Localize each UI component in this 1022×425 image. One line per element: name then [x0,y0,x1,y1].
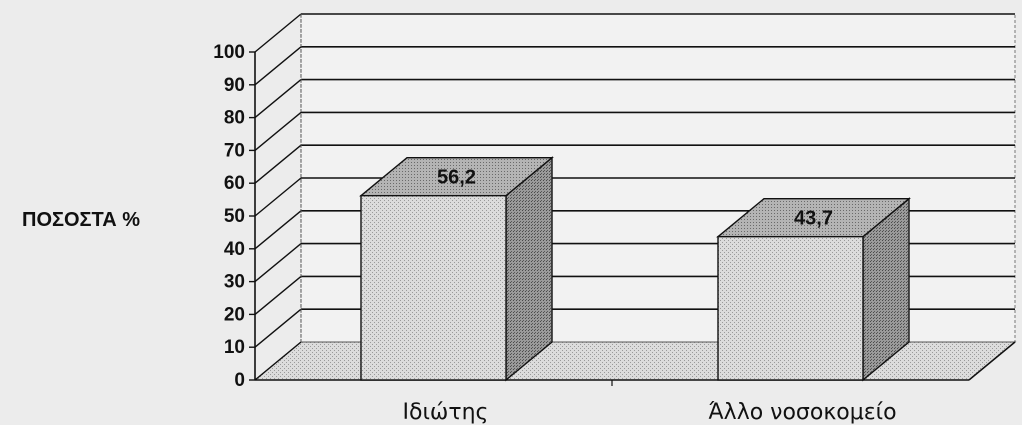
bar-side [505,156,553,382]
y-tick-label: 40 [224,239,245,260]
gridline-depth [254,79,302,119]
x-category-label: Άλλο νοσοκομείο [708,400,896,425]
gridline-depth [254,275,302,315]
gridline-depth [254,177,302,217]
y-axis-label: ΠΟΣΟΣΤΑ % [22,209,140,231]
gridline-depth [254,46,302,86]
y-tick-label: 10 [224,337,245,358]
y-tick-label: 90 [224,75,245,96]
gridline-depth [254,243,302,283]
bar-value-label: 56,2 [437,167,476,189]
y-tick-label: 20 [224,304,245,325]
gridline-depth [254,341,302,381]
x-axis-depth-line [968,341,1016,381]
bar-1 [716,197,911,382]
y-tick-label: 70 [224,140,245,161]
bars [359,156,911,382]
y-tick-label: 0 [234,370,245,391]
bar-front [360,194,507,381]
y-tick-label: 100 [213,42,245,63]
x-category-label: Ιδιώτης [403,400,489,425]
y-tick-label: 80 [224,108,245,129]
bar-0 [359,156,554,382]
gridline-depth [254,144,302,184]
gridline-depth [254,308,302,348]
y-tick-label: 30 [224,272,245,293]
y-axis: 0 10 20 30 40 50 60 70 80 90 100 [213,14,302,391]
gridline-depth [254,13,302,53]
bar-value-label: 43,7 [794,208,833,230]
y-tick-label: 50 [224,206,245,227]
y-tick-label: 60 [224,173,245,194]
gridline-depth [254,210,302,250]
labels: 56,2 Ιδιώτης 43,7 Άλλο νοσοκομείο [403,167,897,425]
bar-front [717,235,864,381]
gridline-depth [254,111,302,151]
